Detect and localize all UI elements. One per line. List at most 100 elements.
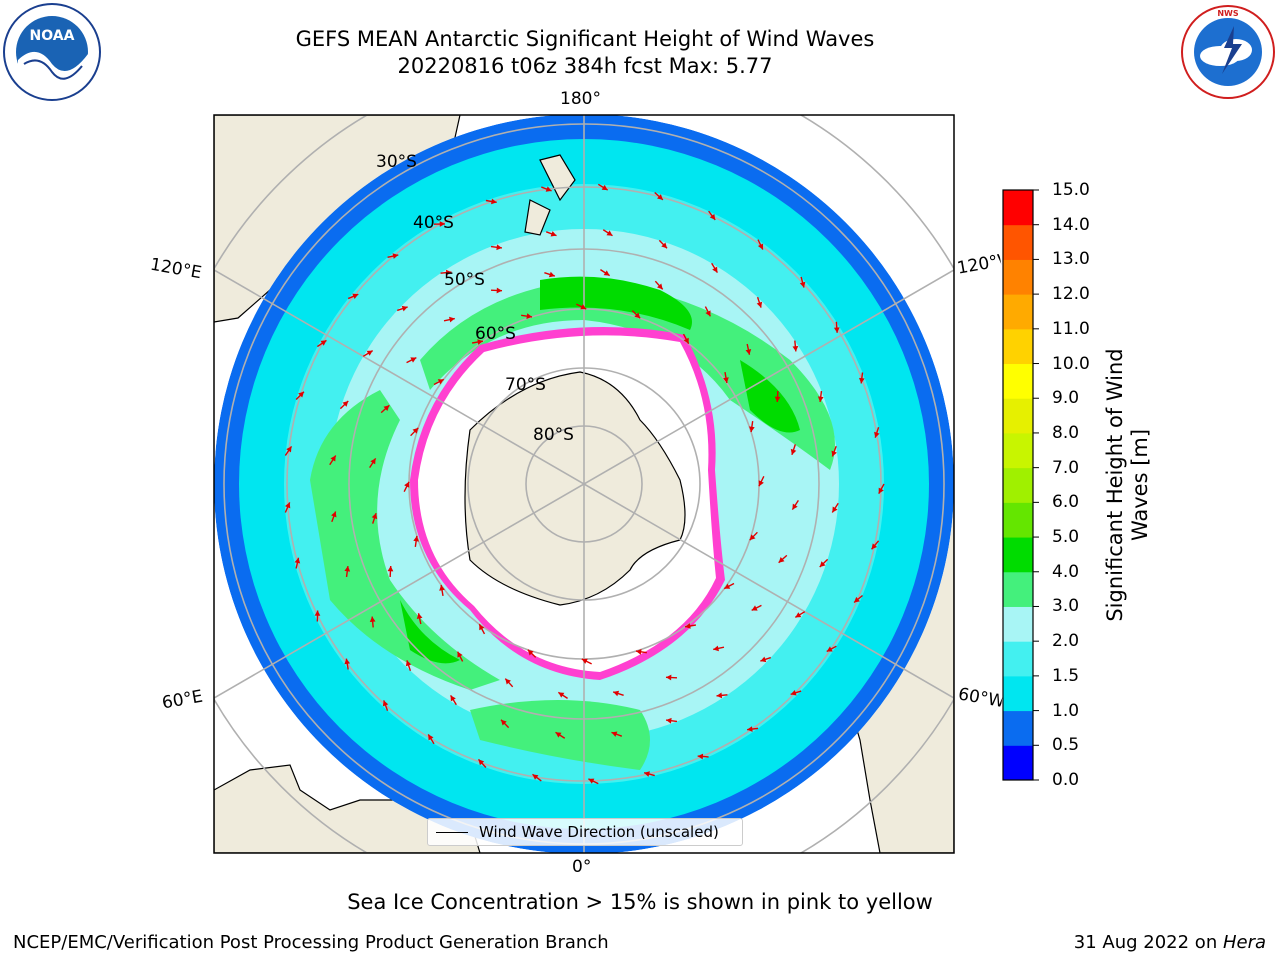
colorbar-segment (1003, 641, 1033, 677)
colorbar-segment (1003, 398, 1033, 434)
wind-wave-arrowhead (352, 293, 359, 299)
colorbar-tick-label: 0.0 (1052, 770, 1080, 790)
wind-wave-arrowhead (478, 759, 485, 766)
chart-subtitle: 20220816 t06z 384h fcst Max: 5.77 (397, 54, 773, 78)
wind-wave-arrowhead (724, 583, 731, 589)
noaa-logo: NOAA (3, 3, 101, 101)
wind-wave-arrowhead (404, 481, 410, 488)
wind-wave-arrowhead (644, 771, 650, 777)
colorbar-segment (1003, 467, 1033, 503)
wind-wave-arrowhead (790, 690, 797, 696)
wind-wave-arrowhead (416, 613, 423, 619)
wind-wave-arrowhead (526, 313, 533, 319)
wind-wave-arrowhead (294, 557, 301, 564)
footer-branch: NCEP/EMC/Verification Post Processing Pr… (13, 932, 609, 953)
wind-wave-arrowhead (284, 502, 291, 509)
lat-label-60s: 60°S (475, 324, 516, 344)
colorbar-tick-label: 13.0 (1052, 249, 1090, 270)
wind-wave-arrowhead (383, 405, 390, 411)
wind-wave-arrowhead (331, 511, 337, 518)
wind-wave-arrowhead (858, 377, 865, 384)
colorbar-title: Significant Height of Wind Waves [m] (1103, 348, 1153, 621)
wind-wave-arrowhead (613, 690, 620, 697)
wind-wave-arrowhead (601, 184, 608, 191)
wind-wave-arrowhead (666, 717, 672, 724)
legend-line-sample (436, 832, 468, 833)
colorbar-tick-label: 7.0 (1052, 457, 1080, 478)
colorbar-segment (1003, 710, 1033, 746)
wind-wave-arrowhead (634, 312, 641, 319)
wind-wave-arrowhead (792, 503, 798, 510)
wind-wave-arrowhead (298, 391, 304, 398)
wind-wave-arrowhead (760, 656, 767, 663)
wind-wave-arrowhead (439, 585, 445, 591)
wind-wave-arrowhead (657, 194, 663, 200)
colorbar-frame (1002, 189, 1034, 781)
colorbar-segment (1003, 259, 1033, 295)
wind-wave-arrowhead (545, 186, 552, 192)
lat-label-80s: 80°S (533, 425, 574, 445)
colorbar-segment (1003, 294, 1033, 330)
land-new-zealand (524, 154, 576, 236)
colorbar-title-line1: Significant Height of Wind (1103, 348, 1127, 622)
wind-wave-arrowhead (457, 651, 463, 658)
chart-title: GEFS MEAN Antarctic Significant Height o… (295, 27, 875, 51)
wind-wave-arrowhead (657, 283, 663, 290)
wind-wave-arrowhead (817, 396, 824, 402)
wind-wave-arrowhead (580, 304, 587, 310)
wind-wave-arrowhead (819, 561, 826, 568)
colorbar-segment (1003, 363, 1033, 399)
wind-wave-arrowhead (854, 596, 860, 603)
colorbar-tick-label: 6.0 (1052, 492, 1080, 513)
wind-wave-arrowhead (871, 543, 878, 550)
footer-date-text: 31 Aug 2022 on (1073, 932, 1223, 953)
wind-wave-arrowhead (370, 458, 376, 465)
wind-wave-arrowhead (665, 674, 672, 681)
wind-wave-arrowhead (496, 287, 503, 294)
wind-wave-arrowhead (428, 734, 434, 741)
wind-wave-arrowhead (749, 426, 755, 433)
wind-wave-arrowhead (286, 446, 292, 453)
wind-wave-arrowhead (757, 243, 764, 250)
colorbar-tick-label: 15.0 (1052, 180, 1090, 200)
wind-wave-arrowhead (555, 732, 562, 738)
lat-label-70s: 70°S (505, 375, 546, 395)
wind-wave-arrowhead (496, 244, 502, 251)
wind-wave-arrowhead (611, 731, 618, 737)
lon-label-0: 0° (572, 857, 592, 877)
colorbar-tick-label: 9.0 (1052, 388, 1080, 409)
wind-wave-arrowhead (330, 455, 336, 462)
wind-wave-arrowhead (477, 339, 483, 345)
colorbar-title-line2: Waves [m] (1128, 428, 1152, 542)
colorbar-tick-label: 5.0 (1052, 527, 1080, 548)
wind-wave-arrows (284, 183, 885, 785)
colorbar-tick-label: 10.0 (1052, 353, 1090, 374)
lon-label-180: 180° (560, 89, 601, 109)
wind-wave-arrowhead (439, 221, 445, 227)
colorbar-segment (1003, 537, 1033, 573)
footer-date: 31 Aug 2022 on Hera (1074, 932, 1266, 953)
wind-wave-arrowhead (874, 431, 880, 438)
wind-wave-arrowhead (758, 480, 764, 487)
wind-wave-arrowhead (685, 623, 691, 629)
colorbar (1002, 189, 1039, 781)
wind-wave-arrowhead (405, 660, 412, 667)
wind-wave-arrowhead (832, 506, 838, 513)
wind-wave-arrowhead (532, 774, 539, 780)
colorbar-segment (1003, 745, 1033, 781)
wind-wave-arrowhead (479, 624, 485, 631)
colorbar-segment (1003, 675, 1033, 712)
wind-wave-arrowhead (413, 535, 419, 542)
wind-wave-arrowhead (581, 658, 588, 664)
wind-wave-arrowhead (831, 450, 837, 457)
wind-wave-arrowhead (878, 487, 884, 494)
wind-wave-arrowhead (790, 448, 797, 455)
wind-wave-arrowhead (314, 610, 321, 616)
colorbar-tick-label: 12.0 (1052, 284, 1090, 305)
legend-label: Wind Wave Direction (unscaled) (479, 823, 719, 841)
colorbar-segment (1003, 190, 1033, 226)
wind-wave-arrowhead (751, 605, 758, 611)
wind-wave-arrowhead (683, 337, 689, 344)
wind-wave-arrowhead (723, 377, 729, 383)
